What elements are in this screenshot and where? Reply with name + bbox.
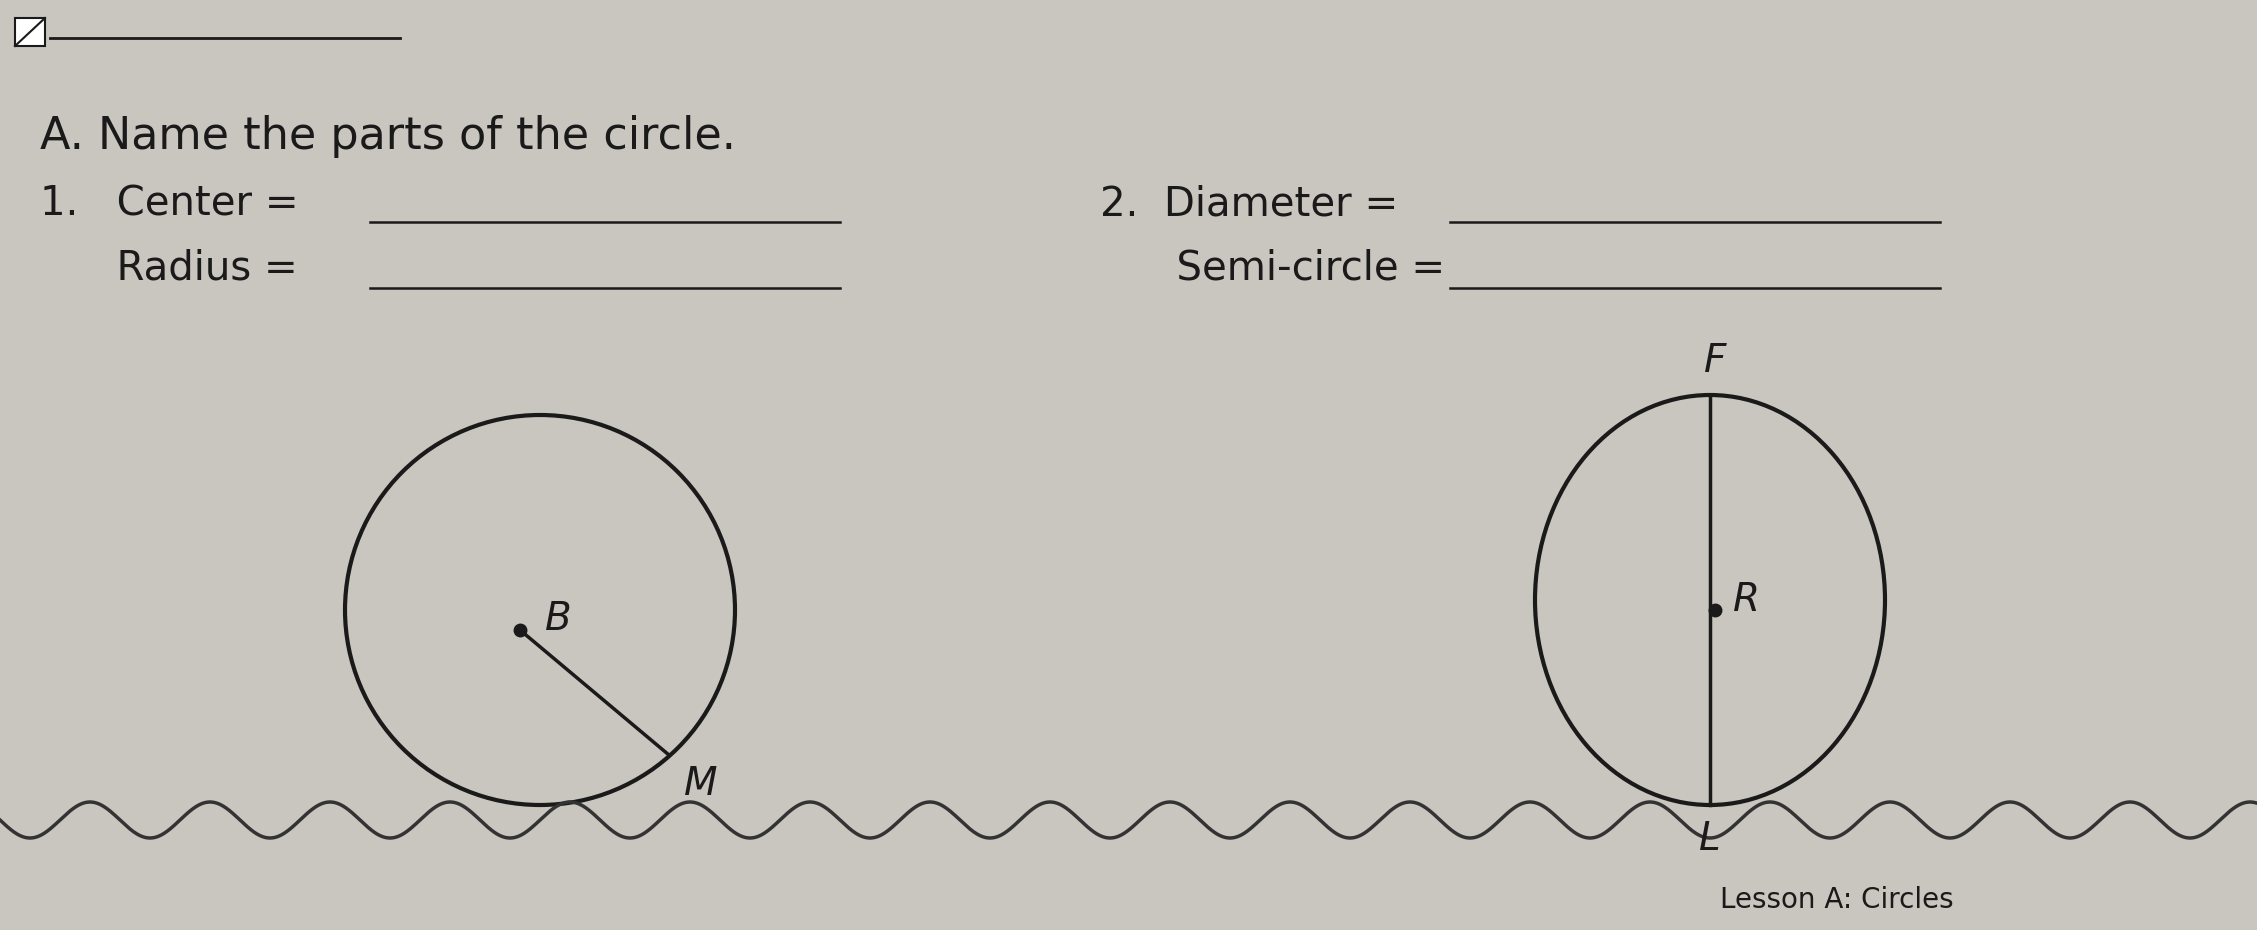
Text: B: B: [544, 600, 571, 638]
Text: F: F: [1704, 342, 1727, 380]
Text: R: R: [1733, 581, 1760, 619]
FancyBboxPatch shape: [16, 18, 45, 46]
Text: 1.   Center =: 1. Center =: [41, 185, 311, 225]
Text: 2.  Diameter =: 2. Diameter =: [1099, 185, 1411, 225]
Text: Lesson A: Circles: Lesson A: Circles: [1720, 886, 1955, 914]
Text: Radius =: Radius =: [41, 248, 311, 288]
Text: Semi-circle =: Semi-circle =: [1099, 248, 1458, 288]
Text: M: M: [684, 765, 718, 804]
Text: L: L: [1700, 820, 1720, 858]
Text: A. Name the parts of the circle.: A. Name the parts of the circle.: [41, 115, 736, 158]
